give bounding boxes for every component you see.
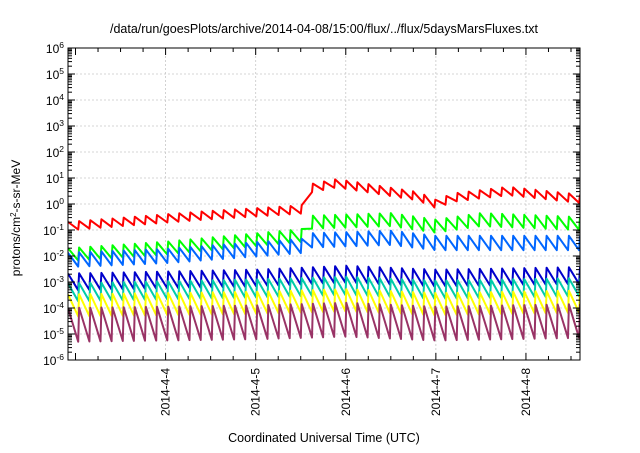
- y-tick-exp: 3: [59, 118, 64, 128]
- y-tick-exp: 5: [59, 66, 64, 76]
- y-tick-exp: -5: [56, 326, 64, 336]
- y-tick-base: 10: [46, 172, 60, 186]
- x-tick-label: 2014-4-6: [339, 368, 353, 416]
- y-tick-base: 10: [46, 68, 60, 82]
- axis-ticks: [68, 47, 580, 361]
- y-tick-base: 10: [43, 250, 57, 264]
- x-tick-label: 2014-4-8: [519, 368, 533, 416]
- y-axis-label-prefix: protons/cm: [9, 217, 23, 276]
- y-tick-base: 10: [46, 146, 60, 160]
- y-tick-label: 100: [46, 196, 64, 212]
- y-axis-label-suffix: -s-sr-MeV: [9, 160, 23, 213]
- y-tick-exp: 0: [59, 196, 64, 206]
- chart-title: /data/run/goesPlots/archive/2014-04-08/1…: [110, 22, 539, 36]
- y-tick-exp: -2: [56, 248, 64, 258]
- y-tick-label: 102: [46, 144, 64, 160]
- y-tick-labels: 10610510410310210110010-110-210-310-410-…: [43, 40, 64, 368]
- x-tick-label: 2014-4-7: [429, 368, 443, 416]
- series-line-2: [68, 229, 580, 268]
- x-tick-labels: 2014-4-4 2014-4-5 2014-4-6 2014-4-7 2014-4-8: [159, 368, 533, 416]
- x-tick-label: 2014-4-4: [159, 368, 173, 416]
- y-tick-exp: 2: [59, 144, 64, 154]
- y-tick-label: 104: [46, 92, 64, 108]
- y-tick-label: 101: [46, 170, 64, 186]
- y-tick-exp: 1: [59, 170, 64, 180]
- y-tick-label: 10-5: [43, 326, 64, 342]
- series-line-6: [68, 301, 580, 343]
- y-tick-label: 103: [46, 118, 64, 134]
- y-tick-base: 10: [43, 354, 57, 368]
- series-line-0: [68, 178, 580, 231]
- y-tick-base: 10: [43, 276, 57, 290]
- series-layer: [68, 178, 580, 343]
- y-tick-label: 10-4: [43, 300, 64, 316]
- y-tick-base: 10: [43, 224, 57, 238]
- x-tick-label: 2014-4-5: [249, 368, 263, 416]
- y-tick-base: 10: [46, 120, 60, 134]
- y-tick-base: 10: [43, 328, 57, 342]
- y-tick-base: 10: [43, 302, 57, 316]
- y-tick-label: 10-2: [43, 248, 64, 264]
- y-tick-exp: -4: [56, 300, 64, 310]
- y-tick-exp: -1: [56, 222, 64, 232]
- y-tick-exp: -3: [56, 274, 64, 284]
- y-tick-exp: 4: [59, 92, 64, 102]
- y-tick-label: 106: [46, 40, 64, 56]
- y-tick-label: 105: [46, 66, 64, 82]
- y-tick-exp: 6: [59, 40, 64, 50]
- y-tick-base: 10: [46, 198, 60, 212]
- y-tick-label: 10-3: [43, 274, 64, 290]
- y-axis-label-sup: 2: [9, 212, 18, 217]
- y-tick-label: 10-6: [43, 352, 64, 368]
- y-tick-exp: -6: [56, 352, 64, 362]
- y-tick-label: 10-1: [43, 222, 64, 238]
- y-tick-base: 10: [46, 94, 60, 108]
- y-axis-label: protons/cm2-s-sr-MeV: [9, 160, 24, 276]
- y-tick-base: 10: [46, 42, 60, 56]
- x-axis-label: Coordinated Universal Time (UTC): [228, 431, 420, 445]
